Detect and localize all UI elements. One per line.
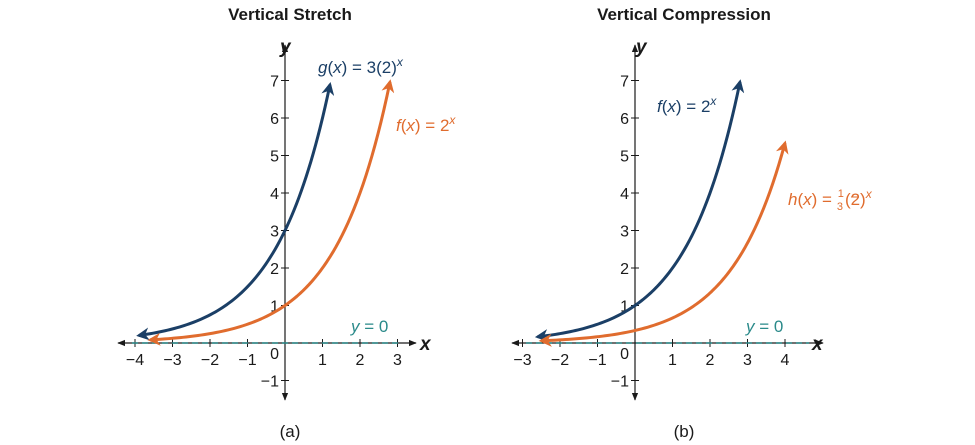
panel-b-y-tick-label: 3	[620, 224, 629, 241]
panel-a-y-tick-label: 5	[270, 149, 279, 166]
panel-a-x-tick-label: −2	[201, 352, 219, 369]
panel-b-origin-label: 0	[620, 346, 629, 363]
panel-a-origin-label: 0	[270, 346, 279, 363]
panel-a-x-tick-label: −3	[163, 352, 181, 369]
panel-vertical-compression: Vertical Compression −3 −2 −1 1 2 3 4−11234567…	[511, 5, 873, 441]
panel-a-y-tick-label: 6	[270, 111, 279, 128]
panel-b-asymptote-label: y = 0	[745, 317, 783, 336]
panel-b-x-axis-label: x	[811, 334, 824, 355]
panel-b-curves	[526, 79, 809, 347]
panel-b-series-1	[538, 140, 789, 347]
panel-a-x-axis-label: x	[419, 334, 432, 355]
panel-b-y-tick-label: 6	[620, 111, 629, 128]
panel-b-y-tick-label: 7	[620, 74, 629, 91]
panel-b-label-h: h(x) = 1 3 (2)x	[788, 187, 873, 213]
panel-b-sublabel: (b)	[674, 422, 695, 441]
panel-a-label-g: g(x) = 3(2)x	[318, 55, 404, 77]
panel-a-y-tick-label: −1	[261, 374, 279, 391]
panel-b-x-tick-label: −2	[551, 352, 569, 369]
panel-a-series-1	[147, 79, 395, 346]
panel-b-x-tick-label: −3	[513, 352, 531, 369]
panel-a-y-tick-label: 4	[270, 186, 279, 203]
panel-b-x-tick-label: 2	[706, 352, 715, 369]
panel-a-curves	[132, 79, 402, 346]
panel-a-title: Vertical Stretch	[228, 5, 352, 24]
panel-b-label-f: f(x) = 2x	[657, 94, 717, 116]
panel-a-series-0	[136, 81, 335, 341]
panel-a-x-tick-label: −1	[238, 352, 256, 369]
panel-b-x-tick-label: 4	[781, 352, 790, 369]
panel-a-y-tick-label: 7	[270, 74, 279, 91]
panel-a-sublabel: (a)	[280, 422, 301, 441]
panel-a-x-tick-label: 1	[318, 352, 327, 369]
panel-a-label-f: f(x) = 2x	[396, 113, 456, 135]
panel-b-y-tick-label: 5	[620, 149, 629, 166]
panel-a-y-tick-label: 2	[270, 261, 279, 278]
panel-a-x-tick-label: 3	[393, 352, 402, 369]
panel-b-x-tick-label: 3	[743, 352, 752, 369]
panel-b-y-tick-label: −1	[611, 374, 629, 391]
panel-b-x-tick-label: −1	[588, 352, 606, 369]
panel-a-x-tick-label: −4	[126, 352, 144, 369]
panel-a-y-tick-label: 3	[270, 224, 279, 241]
panel-b-series-0	[534, 79, 745, 343]
panel-a-x-tick-label: 2	[356, 352, 365, 369]
panel-b-y-tick-label: 4	[620, 186, 629, 203]
panel-b-y-tick-label: 2	[620, 261, 629, 278]
panel-b-title: Vertical Compression	[597, 5, 771, 24]
panel-b-y-axis-label: y	[635, 37, 648, 58]
panel-b-x-tick-label: 1	[668, 352, 677, 369]
panel-a-asymptote-label: y = 0	[350, 317, 388, 336]
panel-a-y-axis-label: y	[279, 37, 292, 58]
